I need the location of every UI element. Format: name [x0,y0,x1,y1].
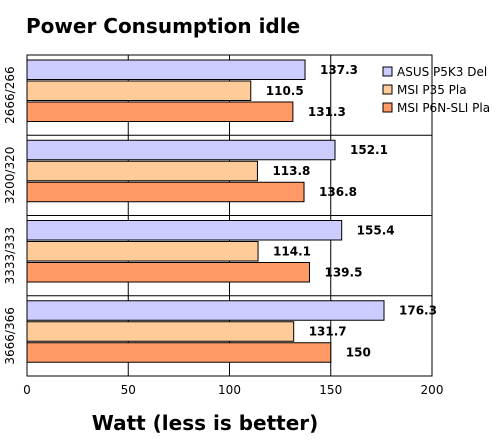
data-label: 155.4 [357,223,395,237]
data-label: 131.7 [309,325,347,339]
legend-label: MSI P6N-SLI Pla [397,101,490,115]
data-label: 152.1 [350,143,388,157]
data-label: 113.8 [272,164,310,178]
data-label: 137.3 [320,63,358,77]
data-label: 136.8 [319,185,357,199]
data-label: 150 [346,346,371,360]
bar [26,321,295,342]
bar [26,80,252,101]
x-axis-label: Watt (less is better) [92,411,319,435]
bar [26,262,310,283]
data-label: 110.5 [266,84,304,98]
x-tick-label: 100 [218,383,241,397]
bar [26,181,305,203]
bar [26,241,259,262]
data-label: 139.5 [324,265,362,279]
legend: ASUS P5K3 Del MSI P35 Pla MSI P6N-SLI Pla [382,65,490,115]
data-label: 114.1 [273,244,311,258]
data-label: 176.3 [399,304,437,318]
bar [26,300,385,321]
chart-title: Power Consumption idle [26,14,300,38]
bar [26,59,306,80]
legend-swatch [382,66,393,77]
category-label: 3666/366 [3,307,17,365]
bar [26,220,343,241]
plot-frame [26,54,433,377]
bar [26,160,258,182]
bar [26,101,294,122]
category-label: 3200/320 [3,147,17,205]
legend-label: ASUS P5K3 Del [397,65,487,79]
category-label: 2666/266 [3,66,17,124]
bar [26,342,332,363]
legend-swatch [382,84,393,95]
x-tick-label: 200 [421,383,444,397]
legend-swatch [382,102,393,113]
x-tick-label: 50 [121,383,136,397]
bar [26,139,336,161]
plot-area: 137.3 110.5 131.3 2666/266 152.1 113.8 136.8 32… [3,54,444,397]
legend-label: MSI P35 Pla [397,83,467,97]
x-tick-label: 150 [319,383,342,397]
data-label: 131.3 [308,105,346,119]
category-label: 3333/333 [3,227,17,285]
x-tick-label: 0 [23,383,31,397]
